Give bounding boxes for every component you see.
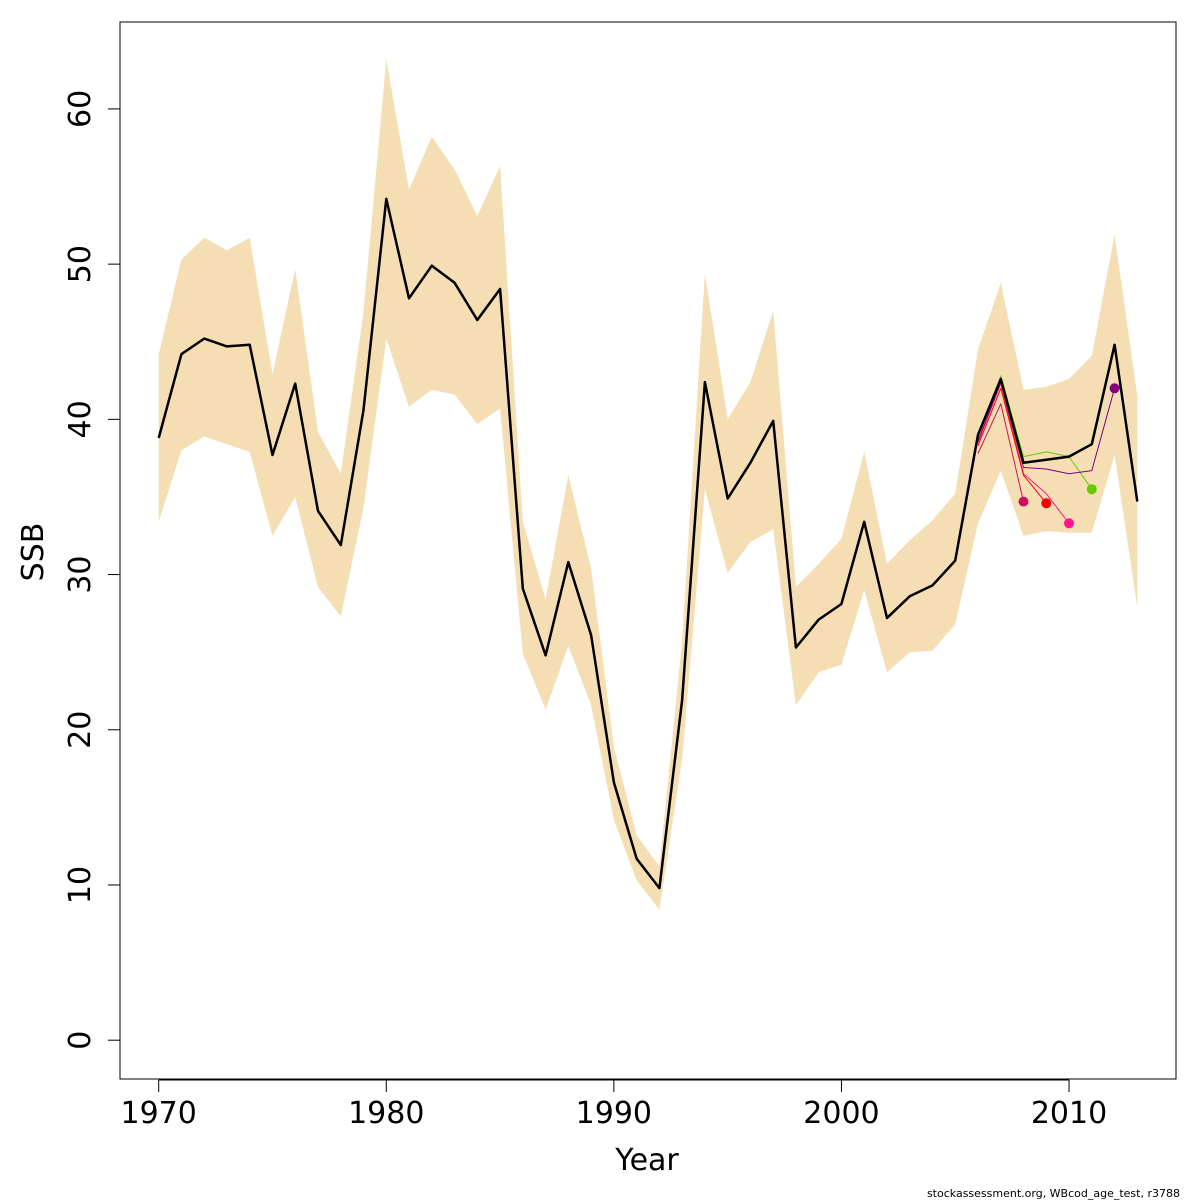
y-tick-label: 60 — [63, 90, 98, 128]
y-tick-label: 20 — [63, 711, 98, 749]
series-line-peel-3 — [977, 387, 1047, 504]
series-line-peel-4 — [977, 403, 1024, 502]
x-tick-label: 2000 — [803, 1096, 879, 1131]
series-end-point-5 — [1109, 383, 1120, 394]
x-tick-label: 1970 — [121, 1096, 197, 1131]
series-end-point-3 — [1041, 498, 1052, 509]
series-end-point-4 — [1018, 496, 1029, 507]
x-axis-title: Year — [614, 1143, 679, 1178]
x-tick-label: 1980 — [348, 1096, 424, 1131]
x-axis: 1970 1980 1990 2000 2010 — [121, 1079, 1107, 1131]
y-tick-label: 0 — [63, 1031, 98, 1050]
y-axis: 0 10 20 30 40 50 60 — [63, 90, 121, 1050]
end-points-layer — [1018, 383, 1120, 529]
series-end-point-1 — [1086, 484, 1097, 495]
series-line-main — [157, 197, 1139, 890]
series-layer — [157, 197, 1139, 890]
x-tick-label: 1990 — [576, 1096, 652, 1131]
y-tick-label: 10 — [63, 866, 98, 904]
y-tick-label: 50 — [63, 245, 98, 283]
footnote: stockassessment.org, WBcod_age_test, r37… — [927, 1187, 1180, 1200]
series-end-point-2 — [1064, 518, 1074, 529]
y-tick-label: 40 — [63, 400, 98, 438]
y-tick-label: 30 — [63, 555, 98, 593]
x-tick-label: 2010 — [1031, 1096, 1107, 1131]
y-axis-title: SSB — [16, 523, 51, 582]
